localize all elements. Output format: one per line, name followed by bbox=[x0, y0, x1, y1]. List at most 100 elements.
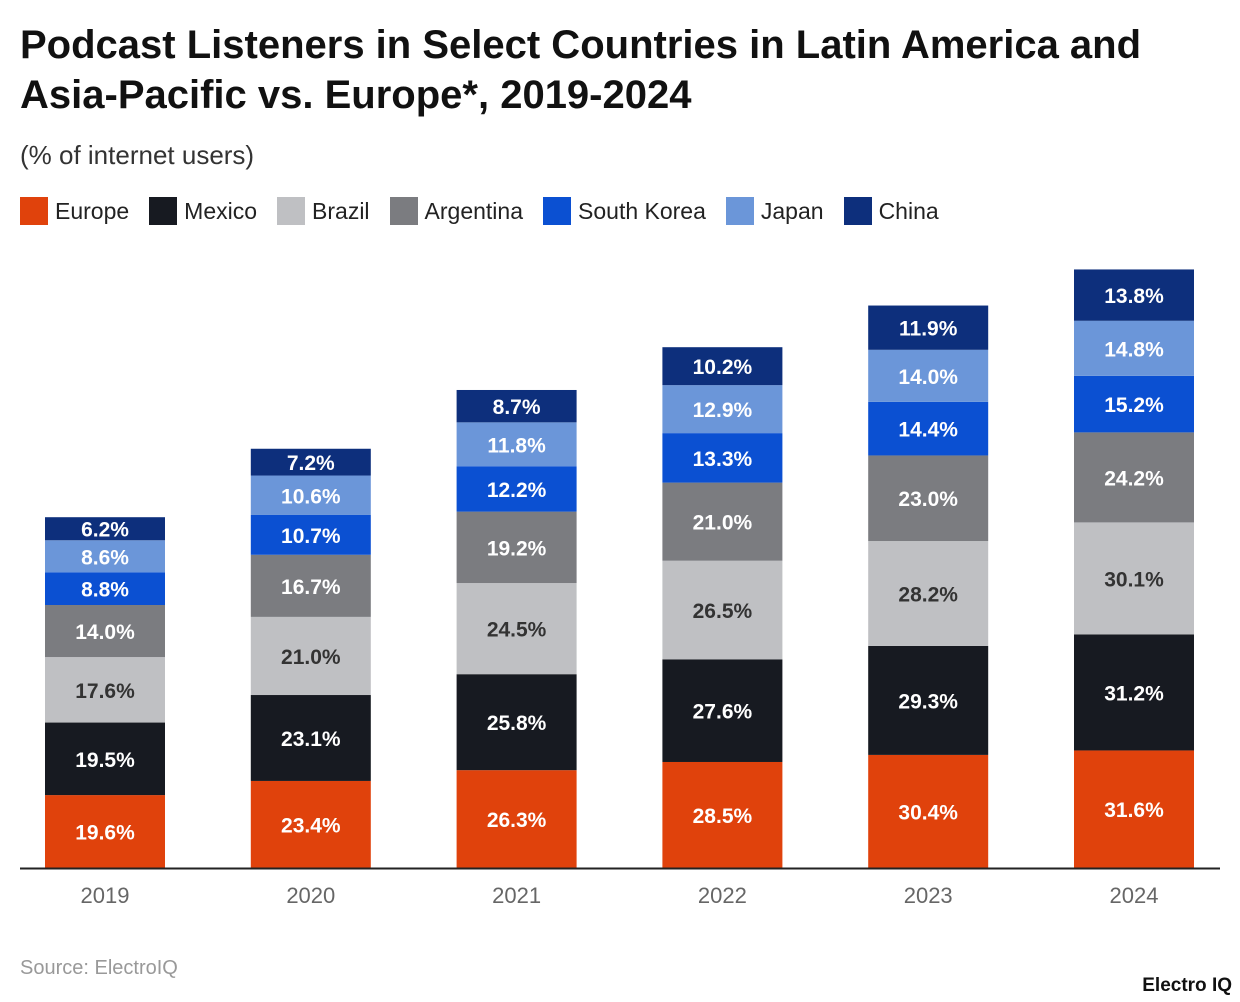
bar-segment bbox=[662, 385, 783, 434]
bar-segment bbox=[250, 514, 371, 555]
bar-segment bbox=[45, 517, 165, 541]
data-label: 7.2% bbox=[287, 452, 335, 475]
legend-item: Mexico bbox=[149, 197, 257, 225]
legend-item: Brazil bbox=[277, 197, 370, 225]
source-note: Source: ElectroIQ bbox=[20, 957, 178, 979]
data-label: 13.3% bbox=[693, 448, 753, 471]
legend: Europe Mexico Brazil Argentina South Korea Ja… bbox=[20, 197, 939, 225]
data-label: 31.6% bbox=[1104, 799, 1164, 822]
legend-label: Argentina bbox=[424, 197, 524, 224]
x-tick-label: 2023 bbox=[904, 883, 953, 908]
x-tick-label: 2019 bbox=[81, 883, 130, 908]
bar-segment bbox=[1074, 750, 1194, 868]
bar-segment bbox=[1074, 522, 1194, 635]
chart-title: Podcast Listeners in Select Countries in… bbox=[20, 23, 1142, 117]
data-label: 8.7% bbox=[493, 396, 541, 419]
legend-swatch bbox=[543, 197, 572, 225]
bar-segment bbox=[662, 482, 783, 561]
legend-swatch bbox=[389, 197, 418, 225]
bar-segment bbox=[1074, 320, 1194, 376]
x-tick-label: 2022 bbox=[698, 883, 747, 908]
legend-item: South Korea bbox=[543, 197, 706, 225]
bar-segment bbox=[662, 761, 783, 868]
data-label: 6.2% bbox=[81, 519, 129, 542]
data-label: 14.8% bbox=[1104, 338, 1164, 361]
bar-segment bbox=[662, 560, 783, 660]
legend-swatch bbox=[725, 197, 754, 225]
legend-item: Japan bbox=[725, 197, 824, 225]
data-label: 28.5% bbox=[693, 805, 753, 828]
legend-label: Japan bbox=[760, 197, 824, 224]
legend-swatch bbox=[843, 197, 872, 225]
bar-segment bbox=[662, 659, 783, 762]
bar-segment bbox=[456, 674, 577, 771]
legend-label: China bbox=[878, 197, 939, 224]
bar-segment bbox=[45, 604, 165, 658]
data-label: 8.8% bbox=[81, 579, 129, 602]
x-tick-label: 2020 bbox=[286, 883, 335, 908]
data-label: 10.7% bbox=[281, 525, 341, 548]
legend-label: Mexico bbox=[184, 197, 258, 224]
data-label: 30.1% bbox=[1104, 568, 1164, 591]
legend-label: South Korea bbox=[578, 197, 706, 224]
bar-segment bbox=[1074, 269, 1194, 321]
bar-segment bbox=[868, 401, 989, 456]
legend-label: Brazil bbox=[312, 197, 370, 224]
bar-segment bbox=[250, 448, 371, 476]
data-label: 26.5% bbox=[693, 600, 753, 623]
bar-segment bbox=[250, 554, 371, 617]
data-label: 19.2% bbox=[487, 537, 547, 560]
bar-segment bbox=[456, 466, 577, 512]
data-label: 11.9% bbox=[899, 318, 958, 341]
data-label: 19.6% bbox=[75, 822, 135, 845]
data-label: 24.2% bbox=[1104, 467, 1164, 490]
bar-segment bbox=[662, 347, 783, 386]
data-label: 16.7% bbox=[281, 576, 341, 599]
legend-swatch bbox=[20, 197, 48, 225]
brand-logo: Electro IQ bbox=[1142, 975, 1232, 996]
legend-item: China bbox=[843, 197, 939, 225]
data-label: 10.6% bbox=[281, 485, 341, 508]
data-label: 25.8% bbox=[487, 712, 547, 735]
bar-segment bbox=[456, 422, 577, 467]
data-label: 8.6% bbox=[81, 546, 129, 569]
bar-segment bbox=[662, 433, 783, 483]
bar-segment bbox=[456, 511, 577, 584]
bar-segment bbox=[456, 583, 577, 675]
data-label: 27.6% bbox=[693, 701, 753, 724]
legend-swatch bbox=[149, 197, 178, 225]
data-label: 23.0% bbox=[898, 488, 958, 511]
data-label: 14.0% bbox=[75, 621, 135, 644]
data-label: 21.0% bbox=[693, 512, 753, 535]
data-label: 23.4% bbox=[281, 814, 341, 837]
data-label: 21.0% bbox=[281, 646, 341, 669]
data-label: 24.5% bbox=[487, 619, 547, 642]
legend-label: Europe bbox=[55, 197, 130, 224]
data-label: 19.5% bbox=[75, 749, 135, 772]
bar-segment bbox=[250, 475, 371, 515]
chart-subtitle: (% of internet users) bbox=[20, 140, 255, 170]
bar-segment bbox=[868, 455, 989, 542]
legend-item: Europe bbox=[20, 197, 129, 225]
x-tick-label: 2021 bbox=[492, 883, 541, 908]
bar-segment bbox=[868, 541, 989, 646]
x-tick-label: 2024 bbox=[1110, 883, 1159, 908]
data-label: 31.2% bbox=[1104, 682, 1164, 705]
bar-segment bbox=[250, 616, 371, 696]
data-label: 10.2% bbox=[693, 356, 753, 379]
bar-segment bbox=[1074, 634, 1194, 751]
data-label: 29.3% bbox=[898, 690, 958, 713]
bar-segment bbox=[456, 770, 577, 868]
data-label: 17.6% bbox=[75, 680, 135, 703]
bar-segment bbox=[250, 780, 371, 868]
data-label: 30.4% bbox=[898, 801, 958, 824]
data-label: 14.0% bbox=[898, 366, 958, 389]
bar-segment bbox=[868, 754, 989, 868]
data-label: 23.1% bbox=[281, 728, 341, 751]
bar-segment bbox=[45, 722, 165, 796]
bar-segment bbox=[45, 657, 165, 723]
data-label: 28.2% bbox=[898, 583, 958, 606]
data-label: 12.9% bbox=[693, 399, 753, 422]
bar-segment bbox=[45, 795, 165, 868]
legend-swatch bbox=[277, 197, 306, 225]
